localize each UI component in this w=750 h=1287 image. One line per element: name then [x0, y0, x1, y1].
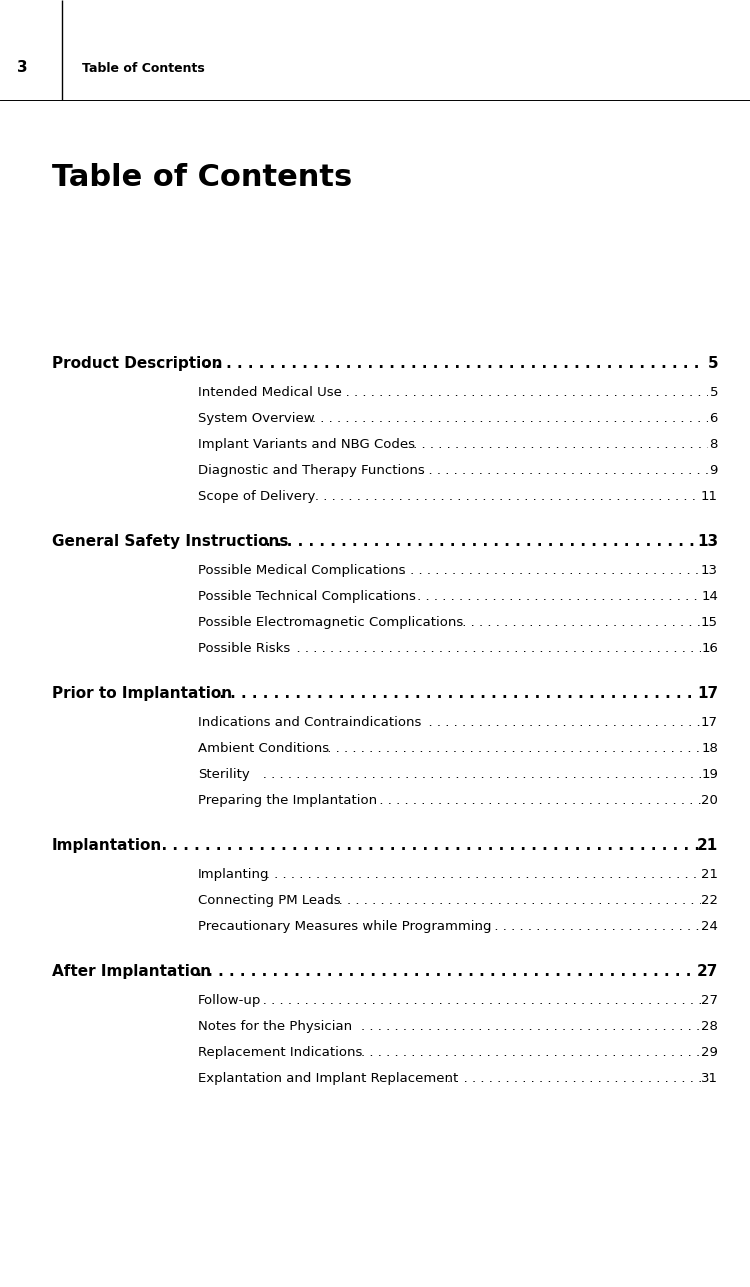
Text: Connecting PM Leads: Connecting PM Leads — [198, 894, 340, 907]
Text: 27: 27 — [697, 964, 718, 979]
Text: 21: 21 — [701, 867, 718, 882]
Text: . . . . . . . . . . . . . . . . . . . . . . . . . . . . . . . . . . . . . . . . : . . . . . . . . . . . . . . . . . . . . … — [0, 867, 750, 882]
Text: Precautionary Measures while Programming: Precautionary Measures while Programming — [198, 920, 491, 933]
Text: 14: 14 — [701, 589, 718, 604]
Text: . . . . . . . . . . . . . . . . . . . . . . . . . . . . . . . . . . . . . . . . : . . . . . . . . . . . . . . . . . . . . … — [0, 994, 750, 1006]
Text: Possible Risks: Possible Risks — [198, 642, 290, 655]
Text: . . . . . . . . . . . . . . . . . . . . . . . . . . . . . . . . . . . . . . . . : . . . . . . . . . . . . . . . . . . . . … — [0, 534, 750, 550]
Text: Scope of Delivery: Scope of Delivery — [198, 490, 315, 503]
Text: Implanting: Implanting — [198, 867, 269, 882]
Text: Sterility: Sterility — [198, 768, 250, 781]
Text: . . . . . . . . . . . . . . . . . . . . . . . . . . . . . . . . . . . . . . . . : . . . . . . . . . . . . . . . . . . . . … — [0, 794, 750, 807]
Text: . . . . . . . . . . . . . . . . . . . . . . . . . . . . . . . . . . . . . . . . : . . . . . . . . . . . . . . . . . . . . … — [0, 589, 750, 604]
Text: 16: 16 — [701, 642, 718, 655]
Text: Explantation and Implant Replacement: Explantation and Implant Replacement — [198, 1072, 458, 1085]
Text: System Overview: System Overview — [198, 412, 315, 425]
Text: . . . . . . . . . . . . . . . . . . . . . . . . . . . . . . . . . . . . . . . . : . . . . . . . . . . . . . . . . . . . . … — [0, 920, 750, 933]
Text: After Implantation: After Implantation — [52, 964, 211, 979]
Text: . . . . . . . . . . . . . . . . . . . . . . . . . . . . . . . . . . . . . . . . : . . . . . . . . . . . . . . . . . . . . … — [0, 686, 750, 701]
Text: . . . . . . . . . . . . . . . . . . . . . . . . . . . . . . . . . . . . . . . . : . . . . . . . . . . . . . . . . . . . . … — [0, 964, 750, 979]
Text: Notes for the Physician: Notes for the Physician — [198, 1021, 352, 1033]
Text: Possible Medical Complications: Possible Medical Complications — [198, 564, 406, 577]
Text: 11: 11 — [701, 490, 718, 503]
Text: 22: 22 — [701, 894, 718, 907]
Text: . . . . . . . . . . . . . . . . . . . . . . . . . . . . . . . . . . . . . . . . : . . . . . . . . . . . . . . . . . . . . … — [0, 743, 750, 755]
Text: Possible Electromagnetic Complications: Possible Electromagnetic Complications — [198, 616, 464, 629]
Text: 17: 17 — [697, 686, 718, 701]
Text: 29: 29 — [701, 1046, 718, 1059]
Text: Ambient Conditions: Ambient Conditions — [198, 743, 329, 755]
Text: Indications and Contraindications: Indications and Contraindications — [198, 716, 422, 728]
Text: . . . . . . . . . . . . . . . . . . . . . . . . . . . . . . . . . . . . . . . . : . . . . . . . . . . . . . . . . . . . . … — [0, 490, 750, 503]
Text: Follow-up: Follow-up — [198, 994, 261, 1006]
Text: Possible Technical Complications: Possible Technical Complications — [198, 589, 416, 604]
Text: 27: 27 — [701, 994, 718, 1006]
Text: . . . . . . . . . . . . . . . . . . . . . . . . . . . . . . . . . . . . . . . . : . . . . . . . . . . . . . . . . . . . . … — [0, 438, 750, 450]
Text: 6: 6 — [710, 412, 718, 425]
Text: 13: 13 — [697, 534, 718, 550]
Text: Table of Contents: Table of Contents — [52, 163, 352, 193]
Text: Diagnostic and Therapy Functions: Diagnostic and Therapy Functions — [198, 465, 424, 477]
Text: 5: 5 — [710, 386, 718, 399]
Text: . . . . . . . . . . . . . . . . . . . . . . . . . . . . . . . . . . . . . . . . : . . . . . . . . . . . . . . . . . . . . … — [0, 412, 750, 425]
Text: Preparing the Implantation: Preparing the Implantation — [198, 794, 377, 807]
Text: . . . . . . . . . . . . . . . . . . . . . . . . . . . . . . . . . . . . . . . . : . . . . . . . . . . . . . . . . . . . . … — [0, 642, 750, 655]
Text: 21: 21 — [697, 838, 718, 853]
Text: . . . . . . . . . . . . . . . . . . . . . . . . . . . . . . . . . . . . . . . . : . . . . . . . . . . . . . . . . . . . . … — [0, 894, 750, 907]
Text: . . . . . . . . . . . . . . . . . . . . . . . . . . . . . . . . . . . . . . . . : . . . . . . . . . . . . . . . . . . . . … — [0, 386, 750, 399]
Text: 8: 8 — [710, 438, 718, 450]
Text: 18: 18 — [701, 743, 718, 755]
Text: . . . . . . . . . . . . . . . . . . . . . . . . . . . . . . . . . . . . . . . . : . . . . . . . . . . . . . . . . . . . . … — [0, 1021, 750, 1033]
Text: 24: 24 — [701, 920, 718, 933]
Text: . . . . . . . . . . . . . . . . . . . . . . . . . . . . . . . . . . . . . . . . : . . . . . . . . . . . . . . . . . . . . … — [0, 616, 750, 629]
Text: 31: 31 — [701, 1072, 718, 1085]
Text: . . . . . . . . . . . . . . . . . . . . . . . . . . . . . . . . . . . . . . . . : . . . . . . . . . . . . . . . . . . . . … — [0, 356, 750, 371]
Text: 5: 5 — [707, 356, 718, 371]
Text: Intended Medical Use: Intended Medical Use — [198, 386, 342, 399]
Text: . . . . . . . . . . . . . . . . . . . . . . . . . . . . . . . . . . . . . . . . : . . . . . . . . . . . . . . . . . . . . … — [0, 1046, 750, 1059]
Text: . . . . . . . . . . . . . . . . . . . . . . . . . . . . . . . . . . . . . . . . : . . . . . . . . . . . . . . . . . . . . … — [0, 768, 750, 781]
Text: 9: 9 — [710, 465, 718, 477]
Text: . . . . . . . . . . . . . . . . . . . . . . . . . . . . . . . . . . . . . . . . : . . . . . . . . . . . . . . . . . . . . … — [0, 465, 750, 477]
Text: Product Description: Product Description — [52, 356, 223, 371]
Text: . . . . . . . . . . . . . . . . . . . . . . . . . . . . . . . . . . . . . . . . : . . . . . . . . . . . . . . . . . . . . … — [0, 716, 750, 728]
Text: 20: 20 — [701, 794, 718, 807]
Text: Implant Variants and NBG Codes: Implant Variants and NBG Codes — [198, 438, 415, 450]
Text: . . . . . . . . . . . . . . . . . . . . . . . . . . . . . . . . . . . . . . . . : . . . . . . . . . . . . . . . . . . . . … — [0, 838, 750, 853]
Text: 13: 13 — [701, 564, 718, 577]
Text: 17: 17 — [701, 716, 718, 728]
Text: . . . . . . . . . . . . . . . . . . . . . . . . . . . . . . . . . . . . . . . . : . . . . . . . . . . . . . . . . . . . . … — [0, 1072, 750, 1085]
Text: Implantation: Implantation — [52, 838, 162, 853]
Text: 28: 28 — [701, 1021, 718, 1033]
Text: Prior to Implantation: Prior to Implantation — [52, 686, 232, 701]
Text: . . . . . . . . . . . . . . . . . . . . . . . . . . . . . . . . . . . . . . . . : . . . . . . . . . . . . . . . . . . . . … — [0, 564, 750, 577]
Text: Table of Contents: Table of Contents — [82, 62, 205, 75]
Text: Replacement Indications: Replacement Indications — [198, 1046, 362, 1059]
Text: 19: 19 — [701, 768, 718, 781]
Text: General Safety Instructions: General Safety Instructions — [52, 534, 288, 550]
Text: 3: 3 — [16, 60, 27, 76]
Text: 15: 15 — [701, 616, 718, 629]
